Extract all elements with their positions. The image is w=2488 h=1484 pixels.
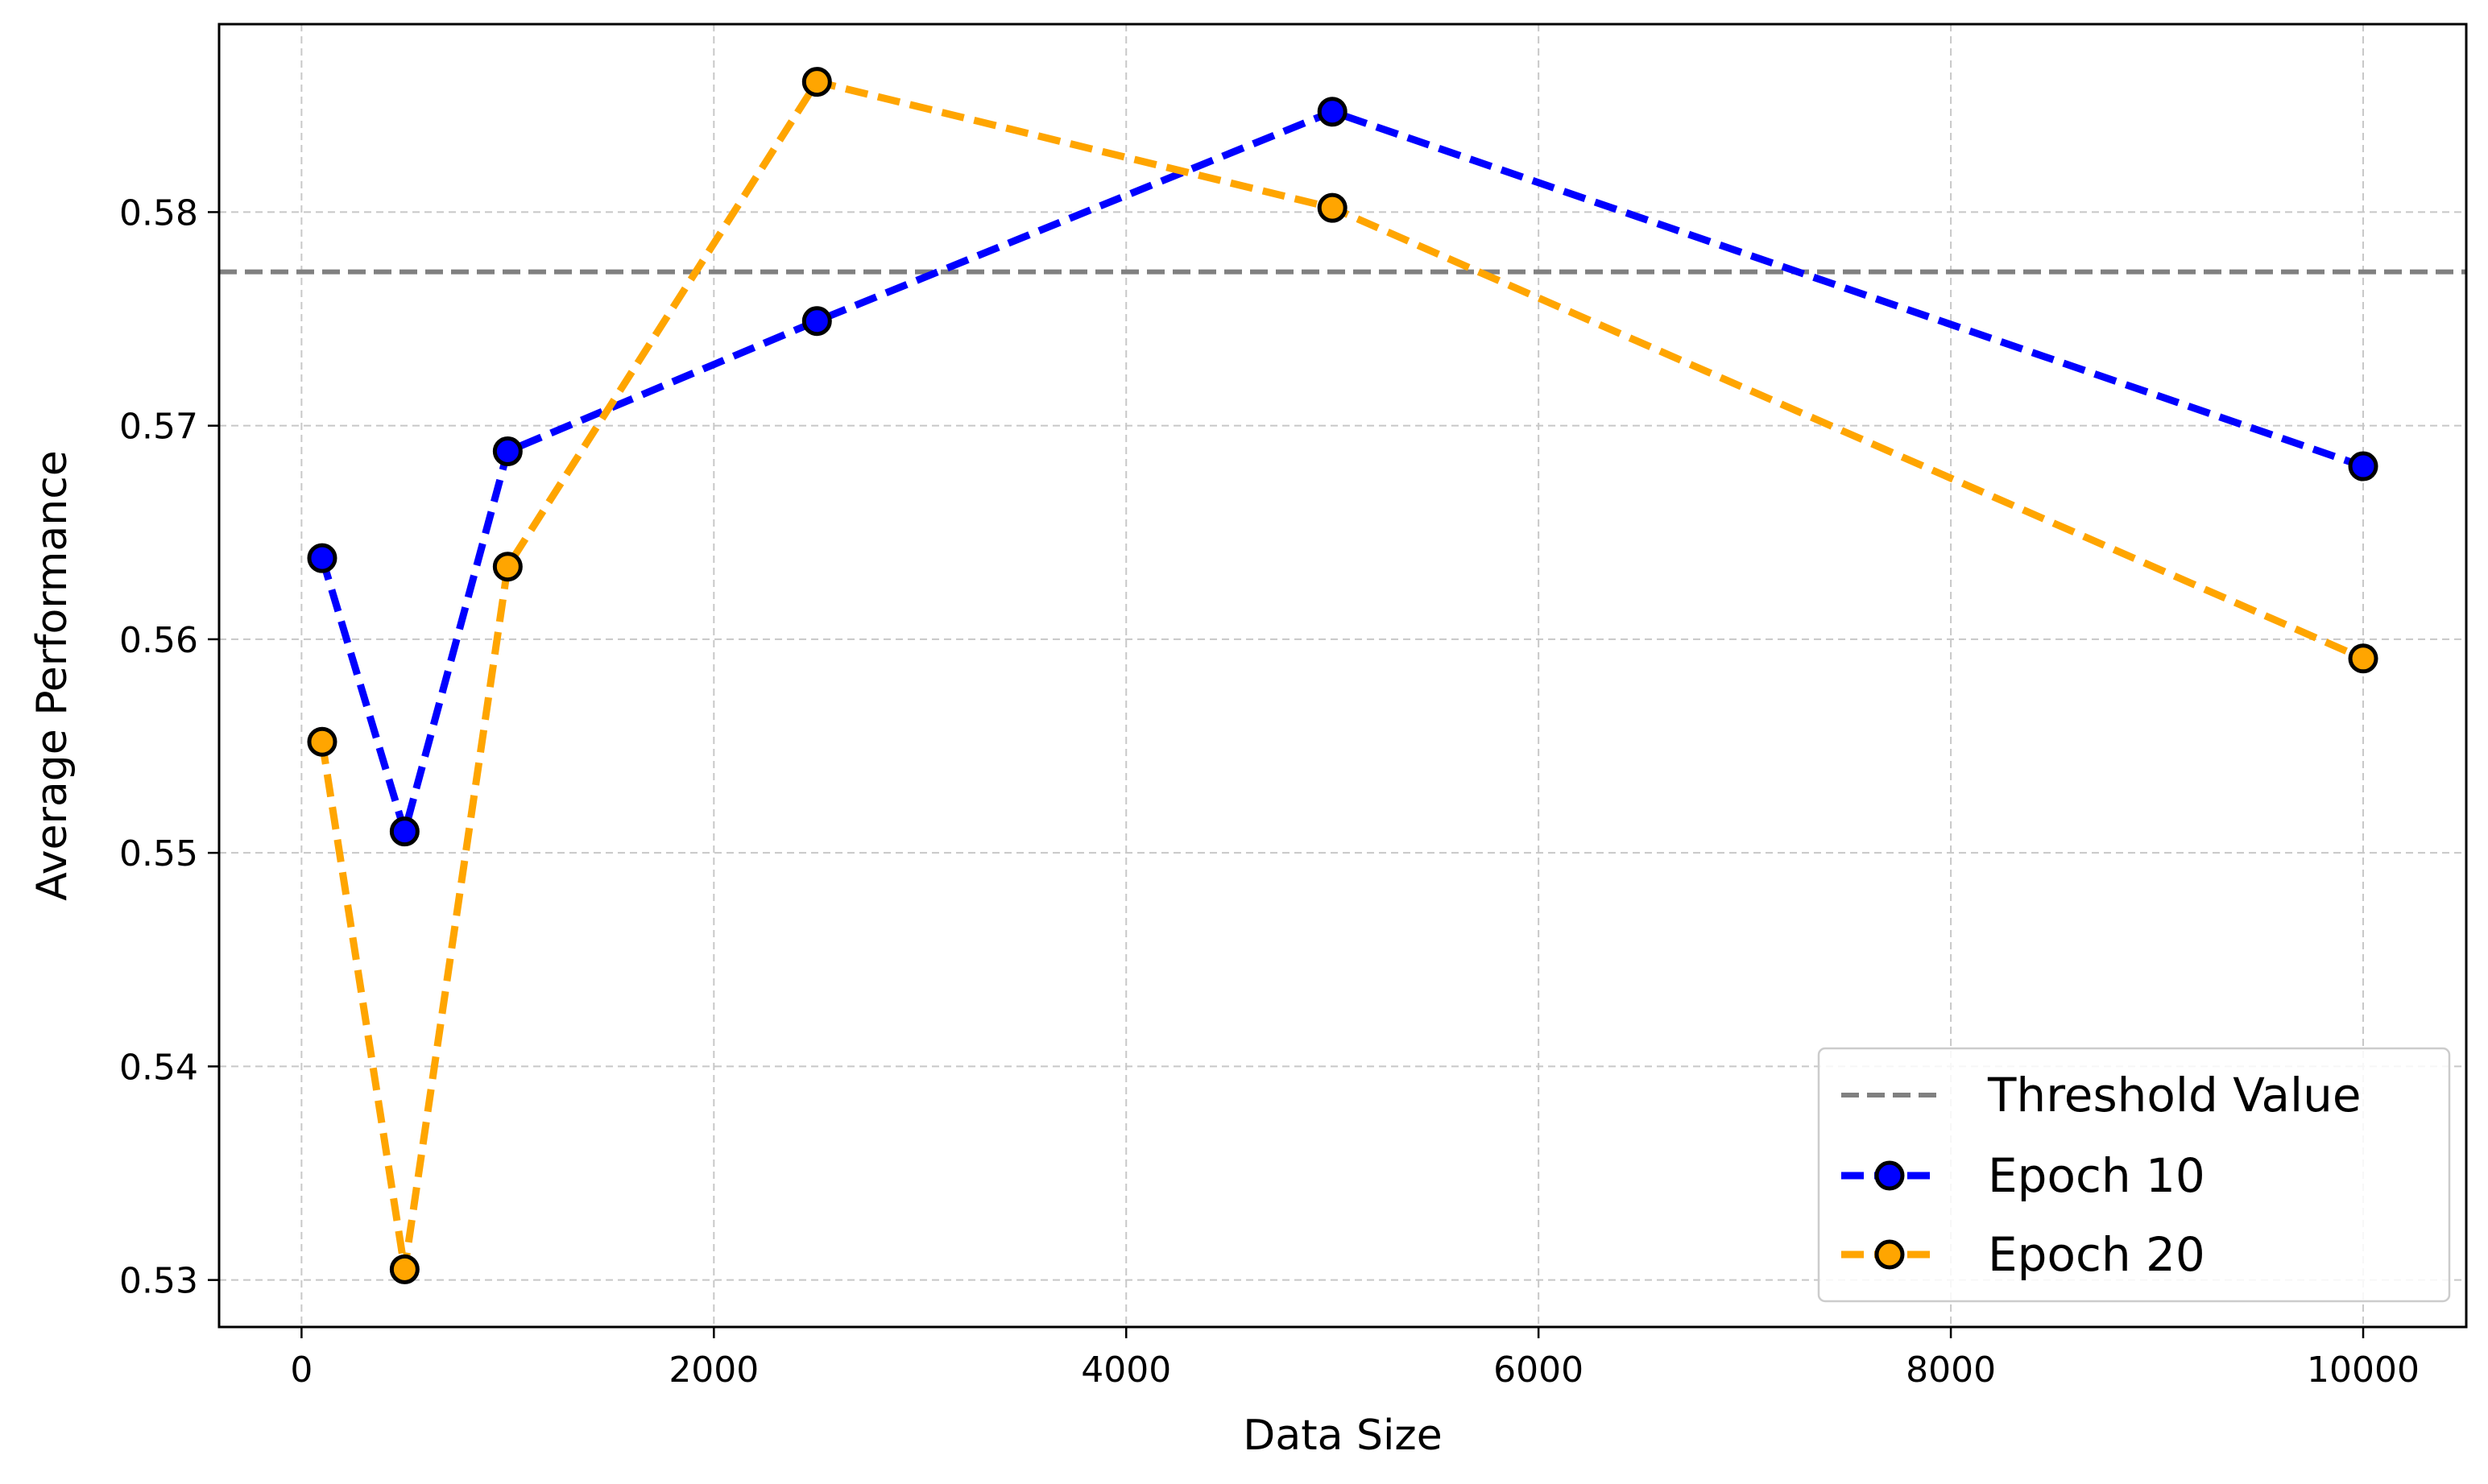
x-tick-label: 8000	[1906, 1350, 1996, 1391]
data-point-epoch-20	[1317, 192, 1347, 223]
data-point-epoch-10	[389, 816, 420, 847]
x-tick-label: 0	[290, 1350, 313, 1391]
x-tick-label: 10000	[2307, 1350, 2420, 1391]
legend-label-epoch-10: Epoch 10	[1988, 1148, 2205, 1203]
data-point-epoch-20	[801, 67, 832, 97]
data-point-epoch-10	[1317, 97, 1347, 127]
y-tick-label: 0.54	[119, 1047, 198, 1088]
series-line-epoch-20	[318, 78, 2365, 1273]
data-point-epoch-10	[492, 436, 523, 466]
legend-box	[1817, 1047, 2451, 1303]
y-tick-label: 0.57	[119, 407, 198, 448]
data-point-epoch-10	[2348, 451, 2378, 482]
plot-frame	[217, 23, 2468, 1329]
legend-marker-epoch-20	[1874, 1239, 1905, 1270]
axis-ticks: 0 2000 4000 6000 8000 10000 0.53 0.54 0.55 0.56 0.…	[119, 192, 2420, 1391]
series-line-epoch-10	[318, 108, 2365, 836]
legend: Threshold Value Epoch 10 Epoch 20	[1817, 1047, 2451, 1303]
x-tick-label: 6000	[1493, 1350, 1583, 1391]
data-point-epoch-10	[801, 306, 832, 337]
series-group	[307, 67, 2378, 1284]
data-point-epoch-20	[307, 726, 337, 757]
x-tick-label: 4000	[1081, 1350, 1171, 1391]
y-tick-label: 0.53	[119, 1261, 198, 1302]
y-tick-label: 0.58	[119, 192, 198, 234]
legend-marker-epoch-10	[1874, 1160, 1905, 1191]
data-point-epoch-10	[307, 543, 337, 573]
legend-label-epoch-20: Epoch 20	[1988, 1227, 2205, 1282]
y-tick-label: 0.55	[119, 833, 198, 874]
data-point-epoch-20	[2348, 643, 2378, 674]
y-tick-label: 0.56	[119, 620, 198, 661]
x-axis-label: Data Size	[1243, 1412, 1442, 1460]
data-point-epoch-20	[389, 1254, 420, 1284]
data-point-epoch-20	[492, 552, 523, 582]
legend-label-threshold: Threshold Value	[1987, 1068, 2362, 1122]
y-axis-label: Average Performance	[28, 450, 77, 901]
x-tick-label: 2000	[669, 1350, 759, 1391]
